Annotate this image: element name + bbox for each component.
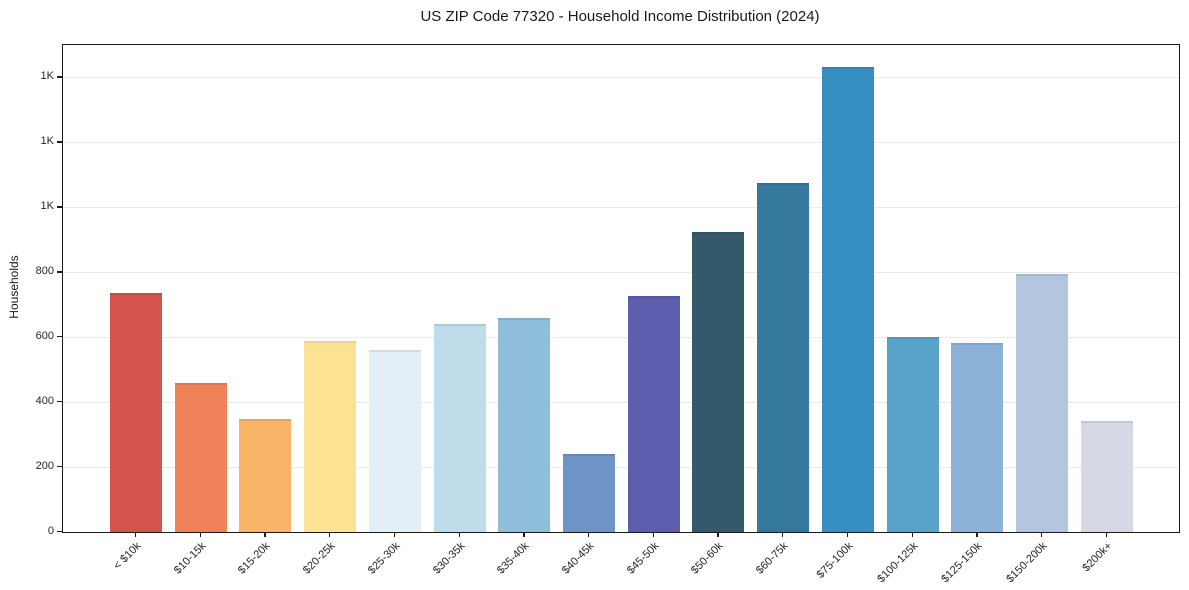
x-tick-mark [458,532,460,537]
bar-25-30k [368,349,421,532]
bar-30-35k [433,324,486,532]
x-tick-mark [329,532,331,537]
y-tick-mark [57,336,62,338]
x-tick-mark [588,532,590,537]
y-tick-mark [57,76,62,78]
y-tick-mark [57,141,62,143]
y-tick-mark [57,401,62,403]
bar-20-25k [304,341,357,532]
gridline [63,402,1179,404]
bar-200k [1080,420,1133,532]
bar-35-40k [498,318,551,532]
x-tick-mark [199,532,202,537]
x-tick-mark [135,532,137,537]
gridline [63,142,1179,144]
x-tick-mark [911,532,913,537]
y-tick-mark [57,271,62,273]
x-tick-mark [264,532,266,537]
bar-100-125k [886,336,939,532]
y-tick-label: 1K [40,135,54,148]
x-tick-mark [393,532,396,537]
x-tick-mark [523,532,525,537]
bar-10k [110,293,162,532]
x-tick-mark [717,532,719,537]
x-tick-mark [1041,532,1043,537]
y-tick-label: 1K [40,70,54,83]
y-tick-label: 200 [35,460,54,473]
gridline [63,467,1179,469]
bar-45-50k [627,295,680,532]
gridline [63,272,1179,274]
x-tick-mark [1105,532,1108,537]
chart-title: US ZIP Code 77320 - Household Income Dis… [420,8,820,25]
bar-40-45k [563,454,616,532]
y-tick-label: 1K [40,200,54,213]
bar-10-15k [174,383,227,532]
gridline [63,337,1179,339]
y-tick-label: 0 [47,525,54,537]
plot-area [62,44,1180,533]
bar-50-60k [692,231,745,532]
x-tick-mark [652,532,655,537]
y-tick-mark [57,206,62,208]
x-tick-label: < $10k [111,540,144,573]
y-tick-label: 400 [35,395,54,408]
gridline [63,77,1179,79]
y-tick-label: 600 [35,330,54,343]
x-tick-mark [846,532,849,537]
y-tick-label: 800 [35,265,54,278]
y-tick-mark [57,466,62,468]
bar-60-75k [757,182,810,532]
bar-15-20k [239,419,292,532]
bar-125-150k [951,343,1004,532]
gridline [63,207,1179,209]
bar-150-200k [1016,273,1069,532]
bar-75-100k [821,67,874,532]
y-axis-label: Households [7,255,21,319]
y-tick-mark [57,531,62,533]
x-tick-mark [782,532,784,537]
x-tick-mark [976,532,978,537]
